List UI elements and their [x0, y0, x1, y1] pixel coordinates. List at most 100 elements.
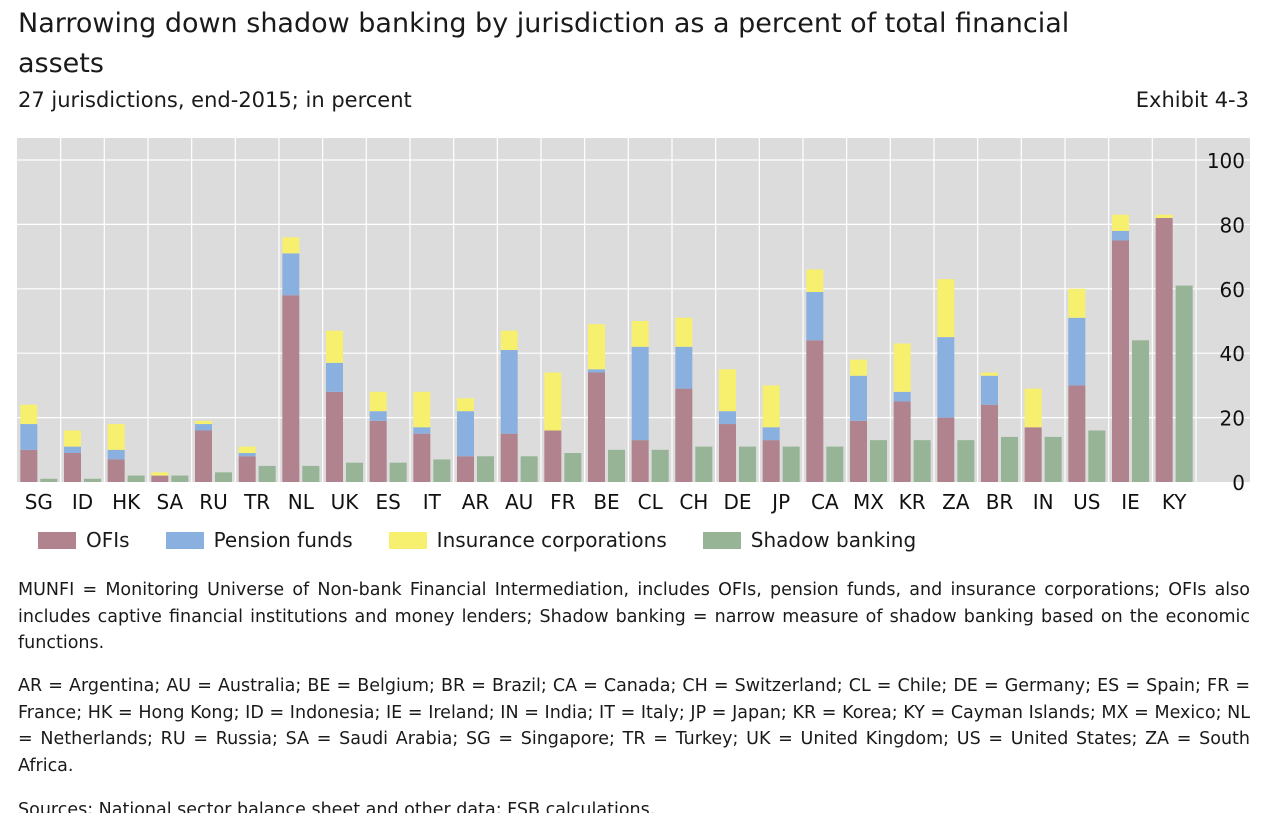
- x-tick-label-kr: KR: [899, 490, 926, 514]
- bar-ofis-tr: [238, 456, 256, 482]
- bar-ofis-sg: [20, 449, 38, 482]
- bar-shadow-banking-es: [389, 462, 407, 482]
- x-tick-label-hk: HK: [112, 490, 141, 514]
- bar-insurance-in: [1024, 388, 1042, 428]
- bar-insurance-cl: [631, 321, 649, 347]
- x-tick-label-sg: SG: [25, 490, 53, 514]
- bar-ofis-uk: [326, 391, 343, 482]
- bar-shadow-banking-it: [433, 459, 451, 482]
- bar-shadow-banking-sa: [171, 475, 189, 482]
- x-tick-label-ar: AR: [462, 490, 490, 514]
- bar-pension-funds-kr: [893, 391, 911, 402]
- bar-shadow-banking-ca: [826, 446, 844, 482]
- bar-pension-funds-tr: [238, 453, 256, 457]
- bar-ofis-es: [369, 420, 387, 482]
- x-tick-label-nl: NL: [288, 490, 315, 514]
- bar-shadow-banking-kr: [913, 440, 931, 482]
- bar-pension-funds-ch: [675, 346, 693, 389]
- x-tick-label-it: IT: [423, 490, 442, 514]
- bar-insurance-ar: [457, 398, 474, 412]
- bar-shadow-banking-jp: [782, 446, 800, 482]
- bar-pension-funds-jp: [762, 427, 780, 441]
- bar-ofis-ar: [457, 456, 474, 482]
- bar-pension-funds-ie: [1112, 230, 1129, 241]
- exhibit-label: Exhibit 4-3: [1135, 88, 1249, 112]
- bar-shadow-banking-hk: [127, 475, 145, 482]
- y-tick-label-60: 60: [1220, 278, 1245, 302]
- x-tick-label-es: ES: [375, 490, 400, 514]
- bar-shadow-banking-be: [608, 449, 625, 482]
- bar-pension-funds-nl: [282, 253, 300, 296]
- bar-ofis-be: [588, 372, 605, 482]
- legend-swatch-ofis: [38, 531, 76, 549]
- legend-item-pension-funds: Pension funds: [165, 528, 353, 552]
- bar-ofis-fr: [544, 430, 562, 482]
- bar-pension-funds-za: [937, 337, 955, 418]
- munfi-note: MUNFI = Monitoring Universe of Non-bank …: [18, 580, 1250, 653]
- bar-ofis-hk: [107, 459, 125, 482]
- bar-insurance-hk: [107, 424, 125, 450]
- bar-insurance-tr: [238, 446, 256, 454]
- x-tick-label-ch: CH: [679, 490, 708, 514]
- legend-swatch-insurance: [388, 531, 427, 549]
- bar-shadow-banking-fr: [564, 453, 582, 482]
- y-tick-label-20: 20: [1220, 407, 1245, 431]
- bar-pension-funds-be: [588, 369, 605, 373]
- bar-ofis-ch: [675, 388, 693, 482]
- bar-shadow-banking-nl: [302, 465, 320, 482]
- bar-insurance-us: [1068, 288, 1086, 318]
- bar-insurance-es: [369, 391, 387, 412]
- bar-ofis-au: [500, 433, 518, 482]
- x-tick-label-fr: FR: [550, 490, 576, 514]
- bar-shadow-banking-za: [957, 440, 975, 482]
- legend-label-insurance: Insurance corporations: [436, 528, 667, 552]
- bar-shadow-banking-au: [520, 456, 538, 482]
- bar-pension-funds-ca: [806, 292, 824, 341]
- bar-ofis-sa: [151, 475, 169, 482]
- bar-pension-funds-ar: [457, 411, 474, 457]
- bar-shadow-banking-us: [1088, 430, 1106, 482]
- x-tick-label-tr: TR: [243, 490, 270, 514]
- x-tick-label-ky: KY: [1162, 490, 1187, 514]
- bar-ofis-cl: [631, 440, 649, 482]
- legend-swatch-shadow-banking: [702, 531, 741, 549]
- bar-pension-funds-ru: [195, 424, 212, 431]
- bar-ofis-in: [1024, 427, 1042, 482]
- bar-shadow-banking-ch: [695, 446, 713, 482]
- legend-item-ofis: OFIs: [38, 528, 130, 552]
- bar-insurance-fr: [544, 372, 562, 431]
- bar-insurance-ch: [675, 317, 693, 347]
- bar-ofis-id: [64, 453, 81, 482]
- y-tick-label-80: 80: [1220, 213, 1245, 237]
- bar-shadow-banking-br: [1001, 436, 1018, 482]
- legend-swatch-pension-funds: [165, 531, 204, 549]
- y-tick-label-0: 0: [1232, 471, 1245, 495]
- bar-pension-funds-de: [719, 411, 736, 425]
- x-tick-label-ca: CA: [811, 490, 839, 514]
- bar-pension-funds-hk: [107, 449, 125, 460]
- bar-shadow-banking-cl: [651, 449, 669, 482]
- bar-pension-funds-us: [1068, 317, 1086, 386]
- bar-shadow-banking-ar: [477, 456, 494, 482]
- bar-insurance-it: [413, 391, 431, 428]
- bar-insurance-de: [719, 369, 736, 412]
- bar-ofis-ie: [1112, 240, 1129, 482]
- bar-insurance-sa: [151, 472, 169, 476]
- x-tick-label-za: ZA: [942, 490, 970, 514]
- bar-ofis-za: [937, 417, 955, 482]
- chart-subtitle: 27 jurisdictions, end-2015; in percent: [18, 88, 412, 112]
- bar-ofis-us: [1068, 385, 1086, 482]
- x-tick-label-br: BR: [986, 490, 1014, 514]
- bar-ofis-ca: [806, 340, 824, 482]
- chart-legend: OFIs Pension funds Insurance corporation…: [38, 526, 952, 554]
- bar-insurance-za: [937, 279, 955, 338]
- bar-insurance-sg: [20, 404, 38, 425]
- x-tick-label-ru: RU: [199, 490, 228, 514]
- stacked-bar-chart: SG ID HK SA RU TR NL UK ES IT AR AU FR BE CL CH DE JP CA MX…: [17, 138, 1250, 514]
- x-tick-label-ie: IE: [1121, 490, 1140, 514]
- legend-item-insurance: Insurance corporations: [388, 528, 667, 552]
- bar-insurance-nl: [282, 237, 300, 254]
- bar-insurance-mx: [850, 359, 867, 376]
- bar-pension-funds-uk: [326, 362, 343, 392]
- legend-label-pension-funds: Pension funds: [213, 528, 353, 552]
